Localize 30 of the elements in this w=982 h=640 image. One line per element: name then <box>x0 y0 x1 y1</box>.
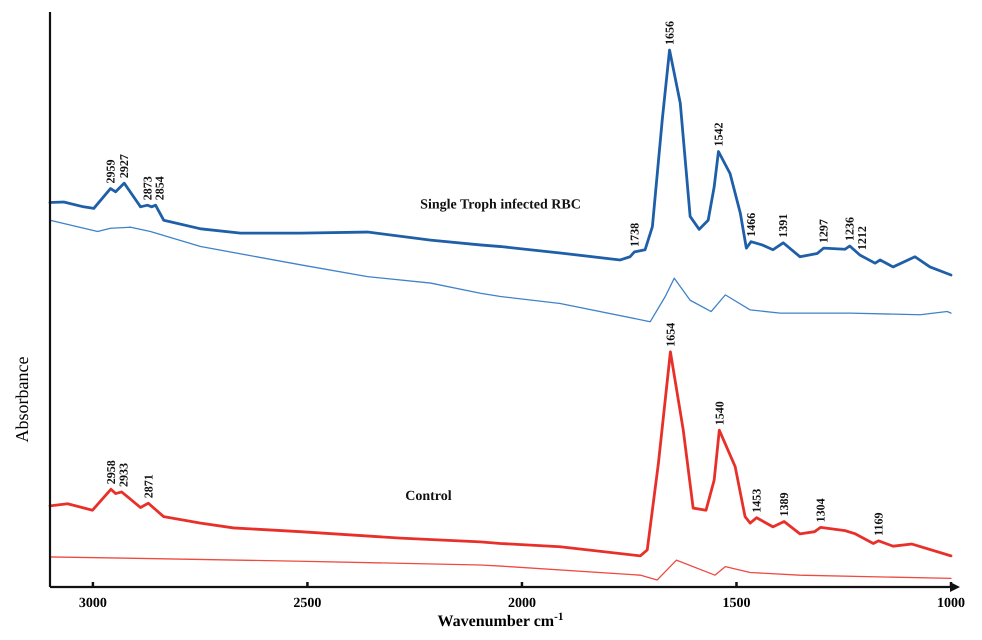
x-tick-label: 1500 <box>722 596 750 611</box>
annotation: 1212 <box>855 226 870 250</box>
annotation: 1389 <box>777 492 792 516</box>
annotation: 1297 <box>816 219 831 244</box>
annotation: 2854 <box>152 176 167 200</box>
annotation: 1654 <box>663 322 678 347</box>
annotation: 1391 <box>776 214 790 238</box>
x-tick-label: 2500 <box>293 596 322 611</box>
annotation: 1304 <box>814 498 828 522</box>
annotation: 1453 <box>750 488 764 513</box>
annotation: 1169 <box>871 512 886 536</box>
annotation: 2933 <box>116 462 131 487</box>
annotation: 1466 <box>744 212 758 237</box>
annotation: 2871 <box>141 474 156 498</box>
annotation: 2959 <box>103 160 118 184</box>
x-tick-label: 2000 <box>508 596 536 611</box>
y-axis-title: Absorbance <box>12 356 32 442</box>
series-label: Single Troph infected RBC <box>420 198 581 213</box>
annotation: 2958 <box>104 460 118 484</box>
annotation: 2873 <box>140 176 154 200</box>
text: Control <box>405 489 452 504</box>
annotation: 1542 <box>711 122 726 146</box>
annotation: 1540 <box>712 401 726 426</box>
annotation: 2927 <box>117 154 132 178</box>
annotation: 1738 <box>627 222 642 247</box>
annotation: 1236 <box>842 217 857 242</box>
x-tick-label: 3000 <box>78 596 107 611</box>
annotation: 1656 <box>662 21 677 45</box>
x-tick-label: 1000 <box>937 596 965 611</box>
x-axis-title: Wavenumber cm$^{-1}$ <box>438 611 564 630</box>
